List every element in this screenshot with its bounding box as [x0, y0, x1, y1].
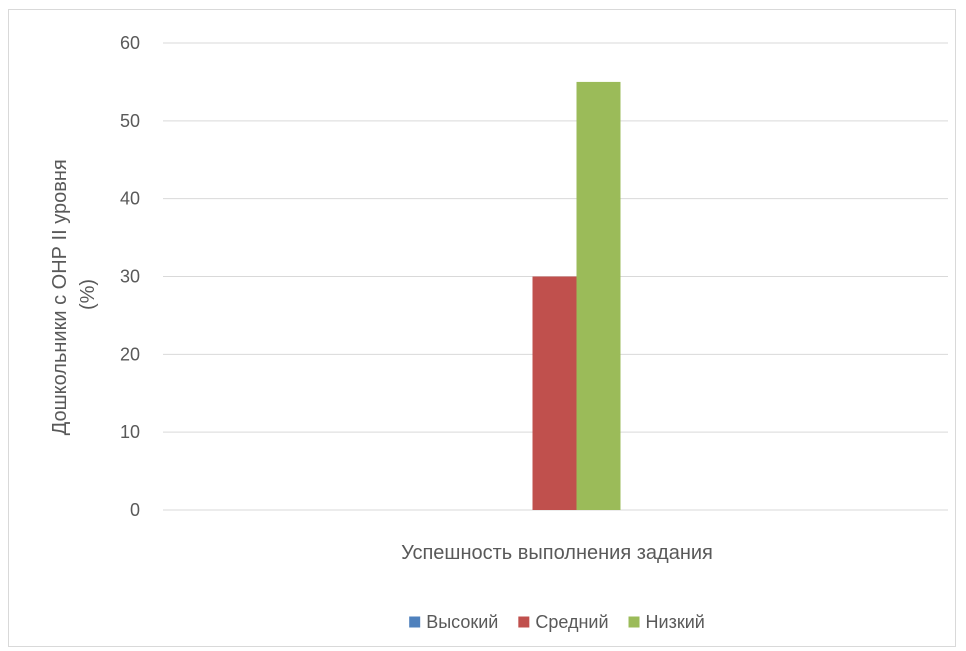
x-axis-title: Успешность выполнения задания: [401, 542, 713, 564]
y-tick-label-40: 40: [120, 189, 140, 209]
legend-label-2: Средний: [535, 612, 608, 632]
legend-swatch-2: [518, 616, 530, 628]
y-tick-label-60: 60: [120, 33, 140, 53]
legend-swatch-1: [409, 616, 421, 628]
y-axis-title-line-1: Дошкольники с ОНР II уровня: [49, 159, 71, 435]
y-axis-ticks: 0 10 20 30 40 50 60: [120, 33, 140, 520]
legend-label-1: Высокий: [426, 612, 498, 632]
y-tick-label-30: 30: [120, 267, 140, 287]
legend-swatch-3: [628, 616, 640, 628]
bar-2: [532, 276, 577, 510]
chart-area: [8, 9, 956, 647]
y-axis-title: Дошкольники с ОНР II уровня (%): [49, 154, 99, 436]
bars: [532, 81, 621, 511]
y-tick-label-10: 10: [120, 422, 140, 442]
legend-label-3: Низкий: [646, 612, 705, 632]
legend: Высокий Средний Низкий: [409, 612, 705, 632]
gridlines: [163, 42, 948, 511]
bar-3: [576, 81, 621, 511]
y-axis-title-line-2: (%): [77, 279, 99, 310]
y-tick-label-50: 50: [120, 111, 140, 131]
y-tick-label-20: 20: [120, 344, 140, 364]
y-tick-label-0: 0: [130, 500, 140, 520]
